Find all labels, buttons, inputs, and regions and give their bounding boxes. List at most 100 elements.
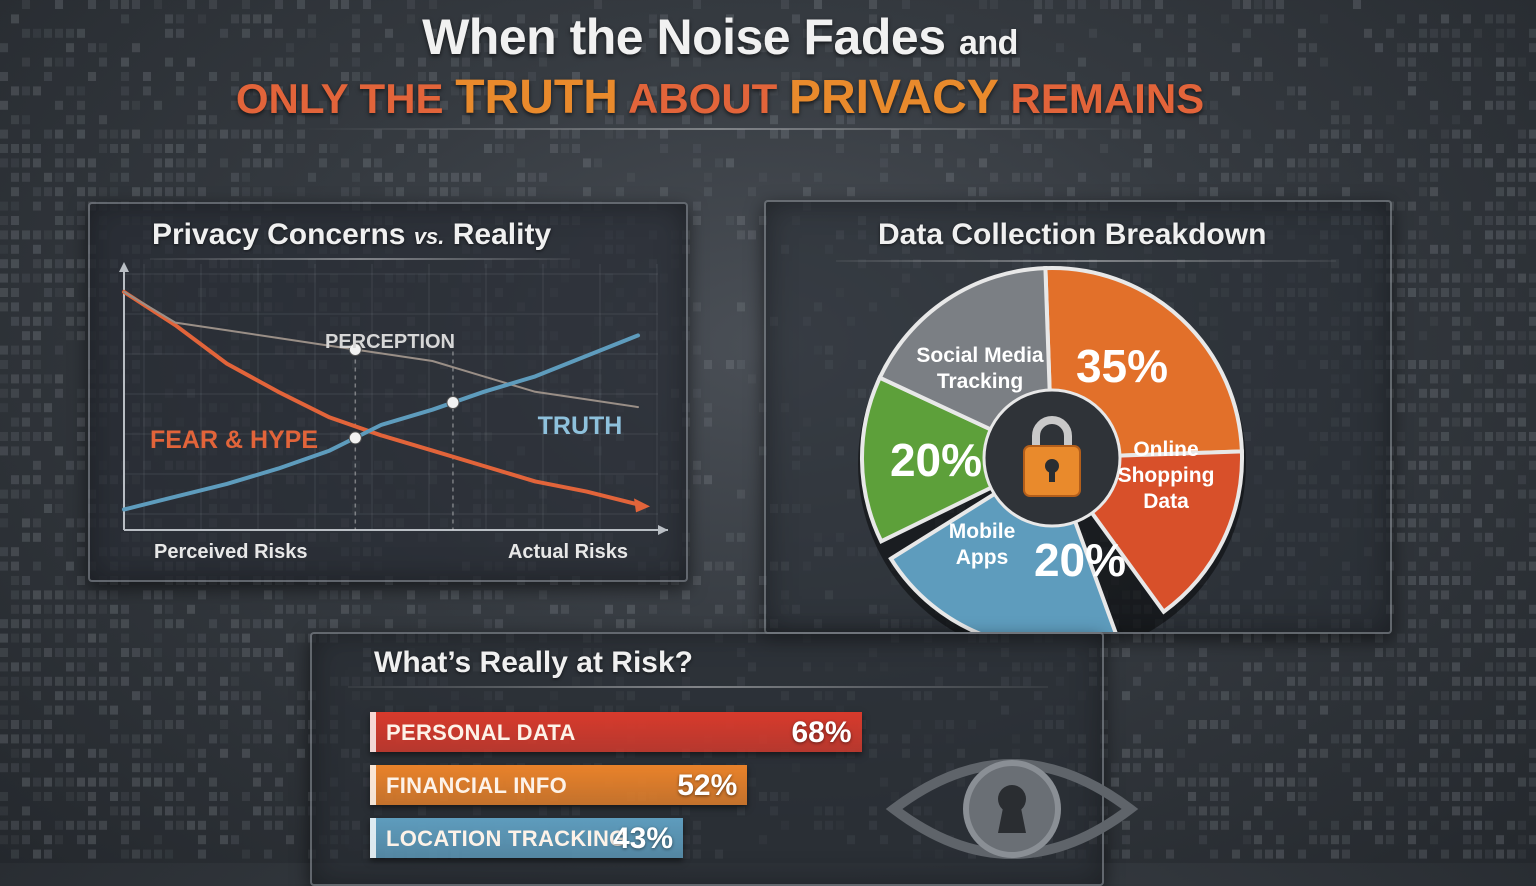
bg-cell xyxy=(1034,115,1042,125)
bg-cell xyxy=(1507,648,1515,657)
bg-cell xyxy=(814,72,822,81)
bg-cell xyxy=(341,604,349,614)
bg-cell xyxy=(99,604,107,614)
bg-cell xyxy=(88,604,96,614)
bg-cell xyxy=(1518,403,1526,413)
bg-cell xyxy=(132,691,140,701)
bg-cell xyxy=(55,388,63,398)
bg-cell xyxy=(1276,835,1284,845)
bg-cell xyxy=(693,388,701,398)
bg-cell xyxy=(1529,100,1536,110)
bg-cell xyxy=(1419,576,1427,585)
bg-cell xyxy=(1397,648,1405,657)
bg-cell xyxy=(1298,806,1306,816)
bg-cell xyxy=(1463,691,1471,701)
bg-cell xyxy=(1144,633,1152,643)
bg-cell xyxy=(803,187,811,197)
bg-cell xyxy=(1188,734,1196,744)
bg-cell xyxy=(1331,158,1339,168)
bg-cell xyxy=(220,792,228,801)
bg-cell xyxy=(1518,273,1526,283)
bg-cell xyxy=(1507,820,1515,830)
bg-cell xyxy=(1265,144,1273,153)
bg-cell xyxy=(0,259,8,269)
bg-cell xyxy=(1485,662,1493,672)
bg-cell xyxy=(143,144,151,153)
bg-cell xyxy=(1441,14,1449,24)
bg-cell xyxy=(1507,849,1515,859)
bg-cell xyxy=(1441,259,1449,269)
bg-cell xyxy=(1507,86,1515,96)
bg-cell xyxy=(198,144,206,153)
bg-cell xyxy=(1166,820,1174,830)
bg-cell xyxy=(319,144,327,153)
bg-cell xyxy=(66,604,74,614)
bg-cell xyxy=(66,115,74,125)
bg-cell xyxy=(1496,734,1504,744)
bg-cell xyxy=(935,158,943,168)
bg-cell xyxy=(792,72,800,81)
bg-cell xyxy=(1496,144,1504,153)
bg-cell xyxy=(187,115,195,125)
bg-cell xyxy=(253,763,261,773)
bg-cell xyxy=(22,144,30,153)
bg-cell xyxy=(176,648,184,657)
bg-cell xyxy=(1122,129,1130,139)
bg-cell xyxy=(66,158,74,168)
bg-cell xyxy=(1430,475,1438,485)
bg-cell xyxy=(1199,820,1207,830)
bg-cell xyxy=(660,129,668,139)
bg-cell xyxy=(220,633,228,643)
bg-cell xyxy=(11,302,19,312)
bg-cell xyxy=(1056,129,1064,139)
bg-cell xyxy=(264,662,272,672)
bg-cell xyxy=(0,302,8,312)
bg-cell xyxy=(957,129,965,139)
bg-cell xyxy=(55,604,63,614)
bg-cell xyxy=(715,604,723,614)
bg-cell xyxy=(55,259,63,269)
bg-cell xyxy=(1496,201,1504,211)
bg-cell xyxy=(286,763,294,773)
bg-cell xyxy=(22,0,30,9)
bg-cell xyxy=(253,648,261,657)
bg-cell xyxy=(22,518,30,528)
bg-cell xyxy=(77,388,85,398)
bg-cell xyxy=(1496,345,1504,355)
bg-cell xyxy=(209,648,217,657)
bg-cell xyxy=(0,388,8,398)
bg-cell xyxy=(1397,504,1405,513)
bg-cell xyxy=(231,835,239,845)
bg-cell xyxy=(154,100,162,110)
bg-cell xyxy=(66,43,74,53)
bg-cell xyxy=(484,57,492,67)
bg-cell xyxy=(1331,115,1339,125)
bg-cell xyxy=(1397,489,1405,499)
bg-cell xyxy=(176,72,184,81)
bg-cell xyxy=(1287,777,1295,787)
bg-cell xyxy=(1408,619,1416,629)
bg-cell xyxy=(737,590,745,600)
bg-cell xyxy=(1430,460,1438,470)
bg-cell xyxy=(462,172,470,182)
bg-cell xyxy=(1529,806,1536,816)
bg-cell xyxy=(55,777,63,787)
bg-cell xyxy=(1144,849,1152,859)
bg-cell xyxy=(1342,748,1350,758)
bg-cell xyxy=(1397,316,1405,326)
bg-cell xyxy=(1441,518,1449,528)
bg-cell xyxy=(121,144,129,153)
bg-cell xyxy=(1397,763,1405,773)
bg-cell xyxy=(1386,734,1394,744)
bg-cell xyxy=(1419,129,1427,139)
bg-cell xyxy=(1089,28,1097,38)
bg-cell xyxy=(1507,734,1515,744)
bg-cell xyxy=(880,172,888,182)
bg-cell xyxy=(77,662,85,672)
bg-cell xyxy=(1518,216,1526,225)
bg-cell xyxy=(297,806,305,816)
bg-cell xyxy=(11,489,19,499)
bg-cell xyxy=(1485,604,1493,614)
bg-cell xyxy=(187,129,195,139)
bg-cell xyxy=(275,619,283,629)
